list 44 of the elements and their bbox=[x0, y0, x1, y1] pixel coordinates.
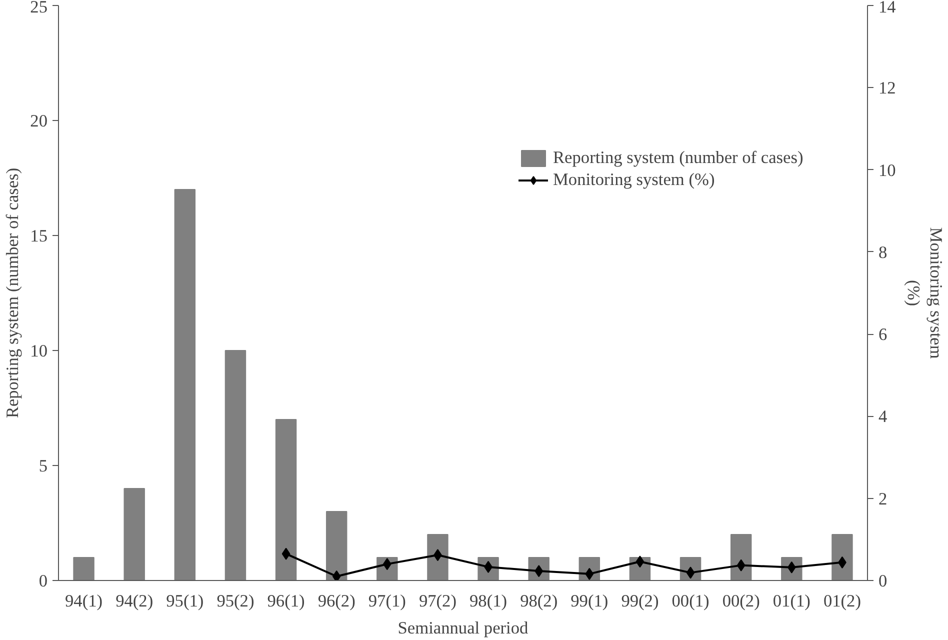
y2-tick-label: 4 bbox=[878, 407, 888, 426]
y2-tick-label: 2 bbox=[878, 489, 888, 508]
legend-label: Monitoring system (%) bbox=[553, 170, 715, 190]
x-tick-label: 00(1) bbox=[672, 592, 710, 610]
y-axis-title: Reporting system (number of cases) bbox=[3, 168, 22, 418]
x-tick-label: 97(2) bbox=[418, 592, 457, 610]
bar bbox=[73, 557, 94, 580]
y-tick-label: 10 bbox=[30, 342, 48, 360]
x-tick-label: 96(2) bbox=[318, 592, 356, 610]
y2-tick-label: 12 bbox=[878, 78, 896, 98]
y-tick-label: 20 bbox=[30, 112, 48, 130]
x-tick-label: 00(2) bbox=[722, 592, 760, 610]
bar bbox=[326, 511, 348, 580]
y-tick-label: 25 bbox=[30, 0, 48, 16]
x-axis-title: Semiannual period bbox=[398, 618, 529, 638]
bar bbox=[124, 488, 145, 580]
x-tick-label: 97(1) bbox=[368, 592, 406, 610]
x-tick-label: 99(2) bbox=[621, 592, 659, 610]
x-tick-label: 01(1) bbox=[772, 592, 811, 610]
legend-label: Reporting system (number of cases) bbox=[553, 148, 804, 168]
y2-tick-label: 14 bbox=[878, 0, 896, 16]
bar bbox=[275, 419, 297, 580]
x-tick-label: 01(2) bbox=[823, 592, 862, 610]
x-tick-label: 98(2) bbox=[520, 592, 558, 610]
y2-axis-title: Monitoring system (%) bbox=[904, 227, 946, 360]
y-tick-label: 0 bbox=[38, 572, 48, 590]
bar bbox=[174, 189, 196, 580]
y-tick-label: 15 bbox=[30, 226, 48, 246]
x-tick-label: 96(1) bbox=[267, 592, 306, 610]
bar bbox=[832, 534, 853, 580]
x-tick-label: 95(1) bbox=[166, 592, 204, 610]
x-tick-label: 98(1) bbox=[470, 592, 508, 610]
x-tick-label: 94(2) bbox=[116, 592, 154, 610]
bar bbox=[730, 534, 752, 580]
bar bbox=[427, 534, 448, 580]
x-tick-label: 95(2) bbox=[216, 592, 254, 610]
x-tick-label: 94(1) bbox=[65, 592, 103, 610]
y2-tick-label: 6 bbox=[878, 325, 888, 344]
y-tick-label: 5 bbox=[38, 456, 48, 476]
y2-tick-label: 8 bbox=[878, 242, 888, 262]
y2-tick-label: 10 bbox=[878, 160, 896, 180]
y2-tick-label: 0 bbox=[878, 572, 888, 590]
x-tick-label: 99(1) bbox=[570, 592, 608, 610]
bar bbox=[224, 350, 246, 580]
